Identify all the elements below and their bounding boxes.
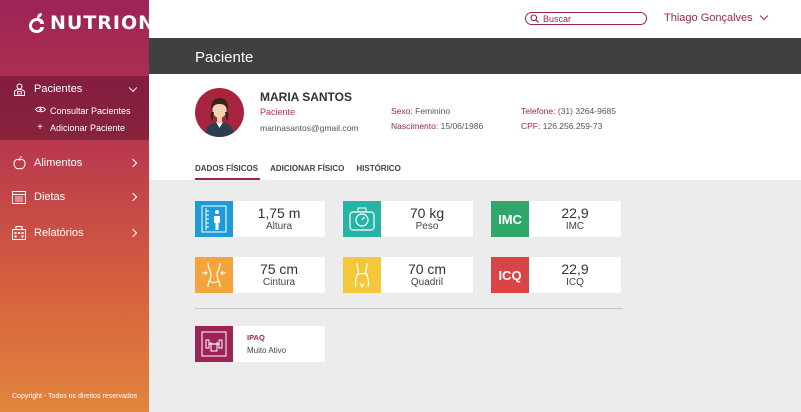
stat-text: 1,75 m Altura (233, 201, 325, 237)
sidebar-item-label: Pacientes (34, 83, 83, 95)
sidebar-submenu: Consultar Pacientes + Adicionar Paciente (0, 102, 149, 140)
stat-label: Altura (265, 220, 293, 232)
user-menu[interactable]: Thiago Gonçalves (664, 11, 768, 24)
stat-card-quadril: 70 cm Quadril (343, 257, 473, 293)
waist-icon (195, 257, 233, 293)
tab-dados-fisicos[interactable]: DADOS FÍSICOS (195, 164, 261, 180)
eye-icon (34, 105, 46, 116)
patient-card: MARIA SANTOS Paciente marinasantos@gmail… (149, 74, 801, 180)
ipaq-card: IPAQ Muito Ativo (195, 326, 325, 362)
info-label: CPF: (521, 121, 541, 131)
ipaq-text: IPAQ Muito Ativo (233, 326, 286, 362)
stat-text: 75 cm Cintura (233, 257, 325, 293)
sidebar-item-label: Dietas (34, 191, 66, 203)
list-icon (12, 190, 26, 204)
topbar: Thiago Gonçalves (149, 0, 801, 38)
patient-sexo: Sexo: Feminino (391, 106, 450, 116)
section-divider (195, 308, 623, 309)
avatar (195, 88, 244, 137)
info-label: Telefone: (521, 106, 556, 116)
stat-text: 22,9 ICQ (529, 257, 621, 293)
stat-value: 22,9 (561, 260, 589, 277)
patient-nascimento: Nascimento: 15/06/1986 (391, 121, 483, 131)
stat-label: Cintura (262, 276, 296, 288)
logo[interactable]: NUTRION (28, 12, 155, 34)
logo-icon (28, 12, 46, 34)
stat-text: 22,9 IMC (529, 201, 621, 237)
stat-label: Peso (415, 220, 439, 232)
info-label: Sexo: (391, 106, 413, 116)
tab-adicionar-fisico[interactable]: ADICIONAR FÍSICO (270, 164, 345, 173)
ipaq-value: Muito Ativo (247, 346, 287, 355)
patient-icon (12, 82, 26, 96)
page-header: Paciente (149, 38, 801, 74)
stat-text: 70 kg Peso (381, 201, 473, 237)
tab-bar: DADOS FÍSICOS ADICIONAR FÍSICO HISTÓRICO (195, 164, 401, 180)
search-input[interactable] (543, 13, 643, 24)
search-icon (530, 10, 539, 28)
stat-label: Quadril (410, 276, 444, 288)
imc-badge: IMC (491, 201, 529, 237)
stat-text: 70 cm Quadril (381, 257, 473, 293)
patient-cpf: CPF: 126.256.259-73 (521, 121, 602, 131)
info-value: 126.256.259-73 (542, 121, 603, 131)
stat-value: 22,9 (561, 204, 589, 221)
sidebar-nav: Pacientes Consultar Pacientes + Adiciona… (0, 76, 149, 246)
stat-card-altura: 1,75 m Altura (195, 201, 325, 237)
building-icon (12, 226, 26, 240)
stat-value: 70 kg (409, 204, 445, 221)
plus-icon: + (37, 122, 43, 133)
icq-badge: ICQ (491, 257, 529, 293)
brand-name: NUTRION (50, 12, 156, 34)
sidebar-subitem-label: Adicionar Paciente (50, 122, 126, 133)
info-value: Feminino (415, 106, 451, 116)
stat-label: IMC (565, 220, 585, 232)
hip-icon (343, 257, 381, 293)
chevron-right-icon (128, 192, 138, 202)
stat-card-cintura: 75 cm Cintura (195, 257, 325, 293)
sidebar-item-label: Alimentos (34, 157, 83, 169)
sidebar-item-dietas[interactable]: Dietas (0, 184, 149, 210)
sidebar-subitem-adicionar[interactable]: + Adicionar Paciente (0, 119, 149, 136)
stat-value: 70 cm (407, 260, 447, 277)
height-icon (195, 201, 233, 237)
user-name: Thiago Gonçalves (664, 12, 753, 24)
stat-card-icq: ICQ 22,9 ICQ (491, 257, 621, 293)
sidebar-item-alimentos[interactable]: Alimentos (0, 150, 149, 176)
ipaq-title: IPAQ (247, 333, 265, 342)
sidebar-item-pacientes[interactable]: Pacientes (0, 76, 149, 102)
patient-role: Paciente (260, 107, 296, 117)
scale-icon (343, 201, 381, 237)
sidebar-item-label: Relatórios (34, 227, 84, 239)
search-box[interactable] (525, 12, 647, 25)
sidebar-subitem-consultar[interactable]: Consultar Pacientes (0, 102, 149, 119)
info-value: (31) 3264-9685 (557, 106, 617, 116)
patient-name: MARIA SANTOS (260, 90, 353, 104)
chevron-right-icon (128, 228, 138, 238)
stat-value: 1,75 m (257, 204, 301, 221)
sidebar: NUTRION Pacientes Consultar Pacientes + … (0, 0, 154, 412)
apple-icon (12, 156, 26, 170)
sidebar-item-relatorios[interactable]: Relatórios (0, 220, 149, 246)
info-value: 15/06/1986 (440, 121, 484, 131)
chevron-down-icon (759, 11, 768, 21)
stat-card-peso: 70 kg Peso (343, 201, 473, 237)
info-label: Nascimento: (391, 121, 439, 131)
sidebar-subitem-label: Consultar Pacientes (50, 105, 131, 116)
dumbbell-icon (195, 326, 233, 362)
chevron-down-icon (128, 83, 138, 93)
stat-value: 75 cm (259, 260, 299, 277)
page-title: Paciente (195, 49, 254, 66)
stat-label: ICQ (566, 276, 584, 288)
stat-card-imc: IMC 22,9 IMC (491, 201, 621, 237)
patient-email: marinasantos@gmail.com (260, 123, 359, 133)
chevron-right-icon (128, 158, 138, 168)
copyright: Copyright - Todos os direitos reservados (12, 393, 138, 400)
tab-historico[interactable]: HISTÓRICO (356, 164, 401, 173)
patient-telefone: Telefone: (31) 3264-9685 (521, 106, 616, 116)
